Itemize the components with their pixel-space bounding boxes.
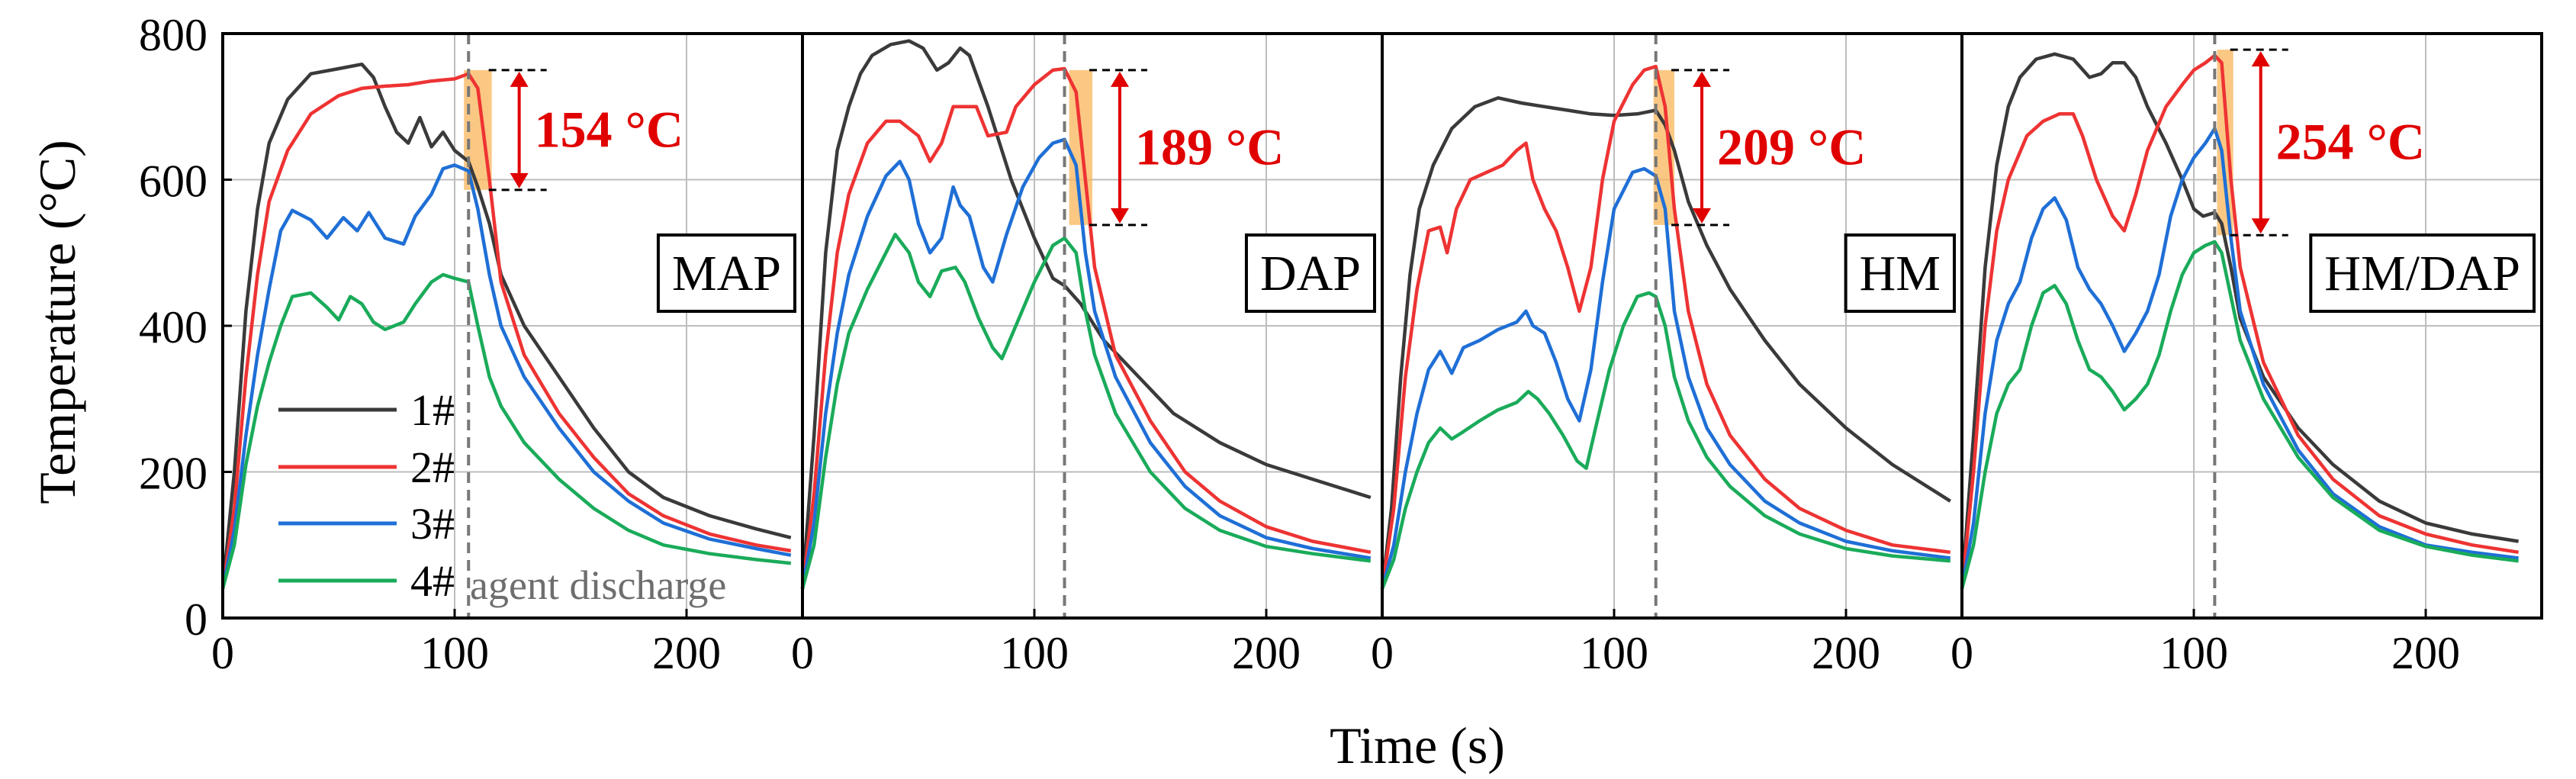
- panel-name-label: HM: [1860, 246, 1941, 301]
- panels: 154 °C MAP 0 100 200 189 °C DAP 0 100 200 209 °C HM…: [139, 10, 2543, 678]
- series-line-3: [800, 137, 1372, 590]
- panel-hm: 209 °C HM 0 100 200: [1371, 32, 1963, 678]
- y-tick-label: 400: [139, 302, 207, 352]
- delta-arrow-head-down: [2251, 218, 2270, 234]
- legend-label-1: 1#: [410, 385, 455, 435]
- panel-name-box: [1844, 233, 1956, 313]
- legend-label-3: 3#: [410, 499, 455, 549]
- x-tick-label: 100: [2160, 628, 2228, 678]
- series-line-4: [800, 233, 1372, 590]
- panel-name-box: [656, 233, 796, 313]
- x-tick-label: 200: [2391, 628, 2460, 678]
- x-tick-label: 0: [211, 628, 234, 678]
- y-tick-label: 0: [185, 594, 207, 645]
- series-line-2: [1960, 53, 2519, 589]
- x-tick-label: 200: [1812, 628, 1880, 678]
- panel-hm-dap: 254 °C HM/DAP 0 100 200: [1950, 32, 2543, 678]
- delta-label: 209 °C: [1717, 117, 1866, 175]
- series-line-4: [220, 272, 792, 590]
- x-tick-label: 100: [1580, 628, 1648, 678]
- x-tick-label: 100: [420, 628, 489, 678]
- legend-label-2: 2#: [410, 443, 455, 492]
- series-line-4: [1960, 240, 2519, 590]
- discharge-band: [2217, 50, 2233, 236]
- panel-name-box: [2309, 233, 2536, 313]
- series-line-2: [1380, 64, 1951, 590]
- series-line-3: [220, 163, 792, 590]
- y-tick-label: 600: [139, 156, 207, 207]
- series-line-2: [220, 72, 792, 590]
- series-line-2: [800, 66, 1372, 589]
- y-tick-label: 800: [139, 10, 207, 60]
- series-line-1: [1960, 52, 2519, 589]
- y-axis-label: Temperature (°C): [28, 140, 86, 504]
- delta-label: 254 °C: [2276, 113, 2425, 171]
- legend: 1# 2# 3# 4#: [278, 385, 455, 606]
- panel-frame: [1960, 32, 2543, 620]
- delta-arrow-head-down: [1693, 208, 1712, 224]
- delta-label: 189 °C: [1135, 117, 1284, 175]
- delta-arrow-head-up: [1693, 71, 1712, 87]
- delta-arrow-head-down: [1111, 208, 1129, 224]
- delta-arrow-head-down: [510, 172, 529, 188]
- x-tick-label: 0: [1371, 628, 1394, 678]
- series-line-4: [1380, 291, 1950, 590]
- discharge-label: agent discharge: [470, 562, 726, 608]
- panel-dap: 189 °C DAP 0 100 200: [791, 32, 1384, 678]
- delta-arrow-head-up: [2251, 51, 2270, 67]
- series-line-3: [1380, 166, 1951, 590]
- series-line-3: [1960, 127, 2519, 590]
- series-line-1: [1380, 96, 1951, 589]
- x-tick-label: 100: [1000, 628, 1069, 678]
- legend-label-4: 4#: [410, 556, 455, 606]
- panel-name-label: MAP: [672, 246, 781, 301]
- x-axis-label: Time (s): [1330, 716, 1505, 774]
- x-tick-label: 0: [791, 628, 814, 678]
- delta-arrow-head-up: [1111, 71, 1129, 87]
- x-tick-label: 0: [1950, 628, 1973, 678]
- delta-label: 154 °C: [535, 100, 683, 158]
- panel-name-box: [1244, 233, 1376, 313]
- y-tick-label: 200: [139, 449, 207, 499]
- panel-name-label: HM/DAP: [2324, 246, 2520, 301]
- x-tick-label: 200: [652, 628, 721, 678]
- series-line-1: [800, 39, 1372, 589]
- delta-arrow-head-up: [510, 71, 529, 87]
- series-line-1: [220, 62, 792, 589]
- panel-name-label: DAP: [1260, 246, 1361, 301]
- x-tick-label: 200: [1232, 628, 1301, 678]
